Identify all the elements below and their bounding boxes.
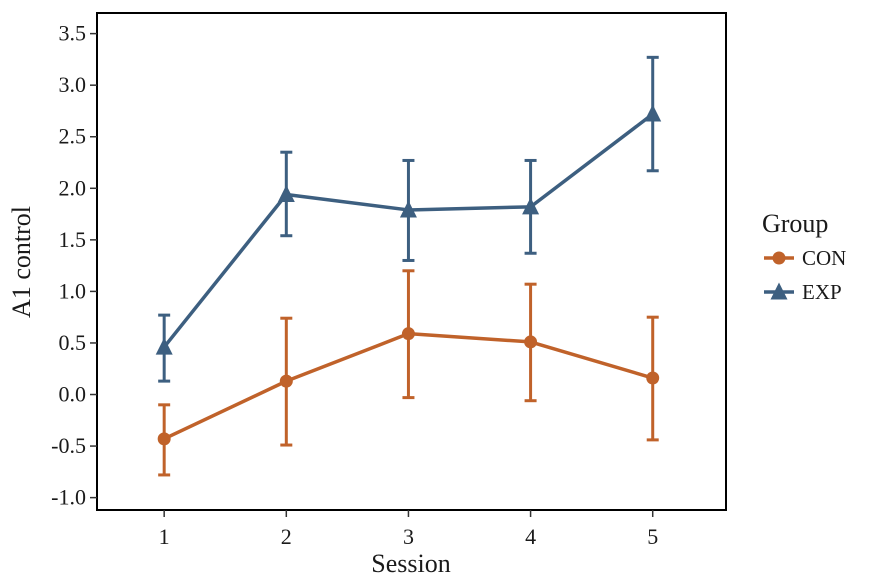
data-point [401,327,415,341]
data-point [155,337,173,355]
y-tick-label: 3.0 [59,72,87,97]
y-tick-label: 3.5 [59,21,87,46]
y-tick-label: 0.0 [59,382,87,407]
y-axis-title: A1 control [7,206,36,318]
legend-triangle-marker [770,282,788,300]
data-point [522,197,540,215]
series-con [157,269,660,477]
y-tick-label: 0.5 [59,330,87,355]
y-tick-label: 1.5 [59,227,87,252]
legend-item-con: CON [764,246,846,270]
series-exp [155,55,662,383]
data-point [644,104,662,122]
legend: Group CON EXP [762,209,846,304]
x-axis-title: Session [371,549,450,578]
y-tick-label: -1.0 [51,485,86,510]
legend-label: EXP [802,280,842,304]
data-point [399,200,417,218]
data-point [646,371,660,385]
legend-item-exp: EXP [764,280,842,304]
x-tick-label: 4 [525,524,536,549]
data-point [277,184,295,202]
data-point [157,432,171,446]
x-axis: 1 2 3 4 5 [159,510,658,549]
data-point [279,374,293,388]
x-tick-label: 2 [281,524,292,549]
y-tick-label: -0.5 [51,433,86,458]
legend-label: CON [802,246,846,270]
y-tick-label: 1.0 [59,278,87,303]
series-layer [155,55,662,477]
legend-circle-marker [772,251,786,265]
data-point [524,335,538,349]
y-tick-label: 2.5 [59,124,87,149]
y-tick-label: 2.0 [59,175,87,200]
y-axis: -1.0 -0.5 0.0 0.5 1.0 1.5 2.0 2.5 3.0 3.5 [51,21,97,510]
x-tick-label: 5 [647,524,658,549]
x-tick-label: 1 [159,524,170,549]
x-tick-label: 3 [403,524,414,549]
legend-title: Group [762,209,828,238]
